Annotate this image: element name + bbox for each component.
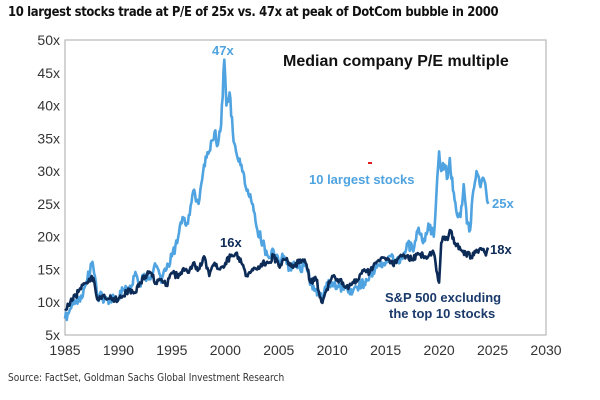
label-sp500-ex-line2: the top 10 stocks [389, 306, 495, 321]
y-tick-label: 5x [45, 327, 60, 343]
y-axis-ticks: 5x 10x 15x 20x 25x 30x 35x 40x 45x 50x [37, 32, 60, 343]
x-tick-label: 2000 [210, 342, 241, 358]
annotation-18x: 18x [490, 242, 512, 257]
x-tick-label: 2020 [424, 342, 455, 358]
y-tick-label: 15x [37, 261, 60, 277]
chart-title: Median company P/E multiple [283, 53, 509, 70]
x-tick-label: 2005 [263, 342, 294, 358]
annotation-25x: 25x [492, 196, 514, 211]
x-tick-label: 2010 [317, 342, 348, 358]
series-lines [63, 58, 490, 322]
x-axis-ticks: 1985 1990 1995 2000 2005 2010 2015 2020 2025 2030 [49, 342, 561, 358]
y-tick-label: 50x [37, 32, 60, 48]
y-tick-label: 30x [37, 163, 60, 179]
x-tick-label: 1995 [156, 342, 187, 358]
y-tick-label: 25x [37, 196, 60, 212]
red-marker [368, 162, 372, 164]
y-tick-label: 40x [37, 98, 60, 114]
label-sp500-ex-line1: S&P 500 excluding [385, 290, 501, 305]
y-tick-label: 45x [37, 65, 60, 81]
source-note: Source: FactSet, Goldman Sachs Global In… [8, 372, 285, 384]
y-tick-label: 10x [37, 294, 60, 310]
plot-frame [64, 39, 547, 336]
label-10-largest: 10 largest stocks [309, 172, 415, 187]
x-tick-label: 1985 [49, 342, 80, 358]
x-tick-label: 2030 [530, 342, 561, 358]
series-line-largest-stocks [63, 58, 490, 322]
y-tick-label: 20x [37, 229, 60, 245]
x-tick-label: 2025 [477, 342, 508, 358]
series-line-sp500-excluding-top10 [64, 228, 490, 312]
chart-headline: 10 largest stocks trade at P/E of 25x vs… [8, 4, 499, 20]
annotation-47x: 47x [212, 43, 234, 58]
annotation-16x: 16x [220, 235, 242, 250]
x-tick-label: 1990 [103, 342, 134, 358]
y-tick-label: 35x [37, 130, 60, 146]
x-tick-label: 2015 [370, 342, 401, 358]
